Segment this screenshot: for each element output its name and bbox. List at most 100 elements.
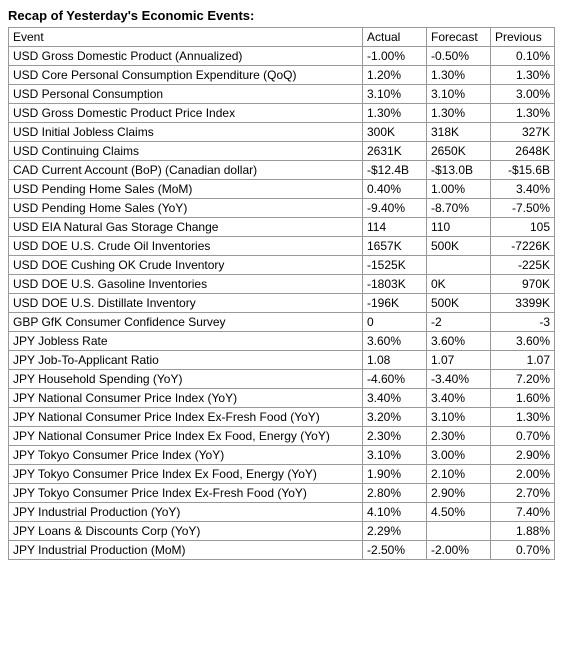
event-cell: USD Gross Domestic Product Price Index [9,104,363,123]
forecast-cell: 2.90% [427,484,491,503]
actual-cell: 300K [363,123,427,142]
forecast-cell: 1.30% [427,104,491,123]
event-cell: JPY Tokyo Consumer Price Index Ex Food, … [9,465,363,484]
forecast-cell: 1.07 [427,351,491,370]
previous-cell: 3399K [491,294,555,313]
previous-cell: 1.30% [491,104,555,123]
event-cell: USD DOE Cushing OK Crude Inventory [9,256,363,275]
previous-cell: -225K [491,256,555,275]
forecast-cell [427,522,491,541]
previous-cell: 0.10% [491,47,555,66]
actual-cell: 3.20% [363,408,427,427]
event-cell: USD Initial Jobless Claims [9,123,363,142]
previous-cell: 3.60% [491,332,555,351]
event-cell: JPY Industrial Production (YoY) [9,503,363,522]
event-cell: JPY Household Spending (YoY) [9,370,363,389]
forecast-cell: 500K [427,237,491,256]
previous-cell: 0.70% [491,427,555,446]
table-row: USD DOE U.S. Gasoline Inventories-1803K0… [9,275,555,294]
actual-cell: 4.10% [363,503,427,522]
event-cell: USD Continuing Claims [9,142,363,161]
actual-cell: -1525K [363,256,427,275]
table-row: JPY Job-To-Applicant Ratio1.081.071.07 [9,351,555,370]
page-title: Recap of Yesterday's Economic Events: [8,8,555,23]
previous-cell: -$15.6B [491,161,555,180]
table-row: USD Gross Domestic Product (Annualized)-… [9,47,555,66]
previous-cell: 1.30% [491,408,555,427]
previous-cell: 1.60% [491,389,555,408]
table-row: USD Gross Domestic Product Price Index 1.… [9,104,555,123]
actual-cell: 0 [363,313,427,332]
forecast-cell: 1.00% [427,180,491,199]
event-cell: JPY National Consumer Price Index (YoY) [9,389,363,408]
table-row: USD Initial Jobless Claims300K318K327K [9,123,555,142]
event-cell: USD DOE U.S. Distillate Inventory [9,294,363,313]
event-cell: USD Core Personal Consumption Expenditur… [9,66,363,85]
forecast-cell: 318K [427,123,491,142]
table-row: CAD Current Account (BoP) (Canadian doll… [9,161,555,180]
event-cell: USD DOE U.S. Crude Oil Inventories [9,237,363,256]
table-body: USD Gross Domestic Product (Annualized)-… [9,47,555,560]
previous-cell: 1.07 [491,351,555,370]
forecast-cell: 3.10% [427,408,491,427]
event-cell: JPY Tokyo Consumer Price Index Ex-Fresh … [9,484,363,503]
table-row: JPY Industrial Production (YoY)4.10%4.50… [9,503,555,522]
forecast-cell: -2 [427,313,491,332]
forecast-cell: 3.10% [427,85,491,104]
table-row: USD EIA Natural Gas Storage Change114110… [9,218,555,237]
forecast-cell: 2650K [427,142,491,161]
actual-cell: -196K [363,294,427,313]
actual-cell: -1803K [363,275,427,294]
table-row: JPY Loans & Discounts Corp (YoY)2.29%1.8… [9,522,555,541]
previous-cell: 327K [491,123,555,142]
previous-cell: 7.20% [491,370,555,389]
col-header-actual: Actual [363,28,427,47]
forecast-cell: 500K [427,294,491,313]
actual-cell: 2.80% [363,484,427,503]
table-row: USD Pending Home Sales (MoM)0.40%1.00%3.… [9,180,555,199]
table-row: JPY Jobless Rate3.60%3.60%3.60% [9,332,555,351]
previous-cell: -3 [491,313,555,332]
actual-cell: 1.90% [363,465,427,484]
table-row: USD DOE U.S. Distillate Inventory-196K50… [9,294,555,313]
event-cell: JPY Jobless Rate [9,332,363,351]
table-row: GBP GfK Consumer Confidence Survey0-2-3 [9,313,555,332]
forecast-cell [427,256,491,275]
previous-cell: 2.70% [491,484,555,503]
table-row: JPY Tokyo Consumer Price Index Ex-Fresh … [9,484,555,503]
table-row: USD DOE Cushing OK Crude Inventory-1525K… [9,256,555,275]
table-row: JPY Industrial Production (MoM)-2.50%-2.… [9,541,555,560]
actual-cell: 2.29% [363,522,427,541]
forecast-cell: 3.40% [427,389,491,408]
previous-cell: 105 [491,218,555,237]
previous-cell: 3.00% [491,85,555,104]
actual-cell: -$12.4B [363,161,427,180]
previous-cell: 2.90% [491,446,555,465]
table-row: USD Continuing Claims2631K2650K2648K [9,142,555,161]
table-row: USD DOE U.S. Crude Oil Inventories1657K5… [9,237,555,256]
actual-cell: 3.10% [363,446,427,465]
event-cell: GBP GfK Consumer Confidence Survey [9,313,363,332]
table-row: JPY Household Spending (YoY)-4.60%-3.40%… [9,370,555,389]
col-header-event: Event [9,28,363,47]
event-cell: JPY National Consumer Price Index Ex Foo… [9,427,363,446]
table-row: JPY Tokyo Consumer Price Index (YoY)3.10… [9,446,555,465]
previous-cell: 970K [491,275,555,294]
table-row: USD Pending Home Sales (YoY)-9.40%-8.70%… [9,199,555,218]
event-cell: USD DOE U.S. Gasoline Inventories [9,275,363,294]
event-cell: JPY National Consumer Price Index Ex-Fre… [9,408,363,427]
table-row: JPY National Consumer Price Index Ex Foo… [9,427,555,446]
actual-cell: 0.40% [363,180,427,199]
forecast-cell: 3.60% [427,332,491,351]
event-cell: JPY Industrial Production (MoM) [9,541,363,560]
table-row: USD Personal Consumption3.10%3.10%3.00% [9,85,555,104]
forecast-cell: -$13.0B [427,161,491,180]
col-header-previous: Previous [491,28,555,47]
col-header-forecast: Forecast [427,28,491,47]
actual-cell: 3.10% [363,85,427,104]
forecast-cell: 3.00% [427,446,491,465]
forecast-cell: -8.70% [427,199,491,218]
event-cell: USD Personal Consumption [9,85,363,104]
actual-cell: 2.30% [363,427,427,446]
forecast-cell: 0K [427,275,491,294]
